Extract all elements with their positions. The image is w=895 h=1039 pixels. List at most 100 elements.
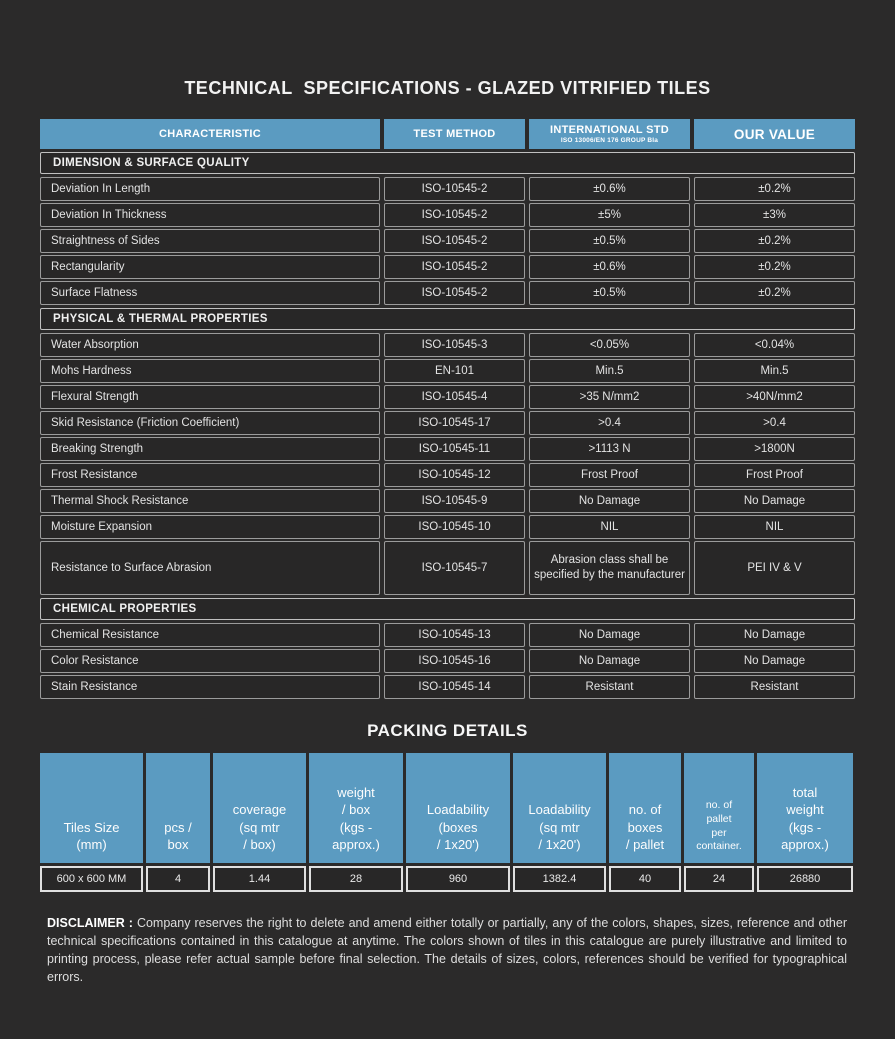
table-row: Chemical Resistance ISO-10545-13 No Damage… [40,623,855,647]
packing-cell: 28 [309,866,403,892]
spec-cell-our-value: PEI IV & V [694,541,855,595]
spec-cell-international-std: <0.05% [529,333,690,357]
table-row: Straightness of Sides ISO-10545-2 ±0.5% ±0.… [40,229,855,253]
spec-cell-international-std: No Damage [529,623,690,647]
table-row: Frost Resistance ISO-10545-12 Frost Proof F… [40,463,855,487]
table-row: Flexural Strength ISO-10545-4 >35 N/mm2 >40… [40,385,855,409]
spec-table: CHARACTERISTIC TEST METHOD INTERNATIONAL S… [40,119,855,699]
section-header: PHYSICAL & THERMAL PROPERTIES [40,308,855,330]
spec-cell-test-method: ISO-10545-4 [384,385,525,409]
spec-header-sublabel: ISO 13006/EN 176 GROUP BIa [560,137,659,144]
spec-cell-our-value: ±0.2% [694,229,855,253]
spec-cell-our-value: Resistant [694,675,855,699]
spec-cell-characteristic: Stain Resistance [40,675,380,699]
spec-cell-our-value: No Damage [694,649,855,673]
spec-cell-international-std: >1113 N [529,437,690,461]
spec-cell-test-method: EN-101 [384,359,525,383]
spec-cell-test-method: ISO-10545-2 [384,255,525,279]
packing-cell: 1.44 [213,866,306,892]
packing-title: PACKING DETAILS [367,721,528,740]
spec-cell-test-method: ISO-10545-9 [384,489,525,513]
spec-cell-test-method: ISO-10545-2 [384,281,525,305]
spec-cell-international-std: Abrasion class shall be specified by the… [529,541,690,595]
spec-cell-test-method: ISO-10545-2 [384,177,525,201]
spec-cell-characteristic: Mohs Hardness [40,359,380,383]
section-header: DIMENSION & SURFACE QUALITY [40,152,855,174]
spec-cell-international-std: ±5% [529,203,690,227]
spec-cell-international-std: ±0.5% [529,281,690,305]
packing-header-cell: coverage (sq mtr / box) [213,753,306,863]
spec-cell-international-std: Resistant [529,675,690,699]
table-row: Resistance to Surface Abrasion ISO-10545-… [40,541,855,595]
spec-cell-our-value: >40N/mm2 [694,385,855,409]
spec-header-cell: INTERNATIONAL STD ISO 13006/EN 176 GROUP … [529,119,690,149]
spec-cell-characteristic: Frost Resistance [40,463,380,487]
packing-header-cell: Tiles Size (mm) [40,753,143,863]
spec-cell-test-method: ISO-10545-11 [384,437,525,461]
spec-header-label: INTERNATIONAL STD [550,124,669,136]
packing-cell: 26880 [757,866,853,892]
spec-header-label: OUR VALUE [733,126,816,142]
spec-cell-characteristic: Flexural Strength [40,385,380,409]
spec-cell-test-method: ISO-10545-10 [384,515,525,539]
spec-header-cell: CHARACTERISTIC [40,119,380,149]
table-row: Deviation In Length ISO-10545-2 ±0.6% ±0.2% [40,177,855,201]
spec-header-label: CHARACTERISTIC [159,128,261,140]
spec-cell-test-method: ISO-10545-3 [384,333,525,357]
spec-cell-international-std: ±0.6% [529,177,690,201]
packing-table: Tiles Size (mm) pcs / box coverage (sq mtr… [40,753,855,892]
spec-cell-our-value: >1800N [694,437,855,461]
table-row: Thermal Shock Resistance ISO-10545-9 No Da… [40,489,855,513]
packing-header-cell: pcs / box [146,753,210,863]
spec-table-header-row: CHARACTERISTIC TEST METHOD INTERNATIONAL S… [40,119,855,149]
table-row: Moisture Expansion ISO-10545-10 NIL NIL [40,515,855,539]
spec-cell-our-value: <0.04% [694,333,855,357]
spec-cell-international-std: >35 N/mm2 [529,385,690,409]
packing-header-cell: no. of pallet per container. [684,753,754,863]
packing-header-cell: Loadability (sq mtr / 1x20') [513,753,606,863]
packing-cell: 1382.4 [513,866,606,892]
spec-cell-characteristic: Resistance to Surface Abrasion [40,541,380,595]
spec-cell-international-std: NIL [529,515,690,539]
packing-header-cell: no. of boxes / pallet [609,753,681,863]
spec-cell-test-method: ISO-10545-2 [384,229,525,253]
disclaimer-text: Company reserves the right to delete and… [47,916,847,984]
spec-header-cell: TEST METHOD [384,119,525,149]
table-row: Mohs Hardness EN-101 Min.5 Min.5 [40,359,855,383]
page-title: TECHNICAL SPECIFICATIONS - GLAZED VITRIF… [184,78,711,98]
disclaimer-label: DISCLAIMER : [47,916,133,930]
spec-cell-international-std: No Damage [529,649,690,673]
table-row: Color Resistance ISO-10545-16 No Damage No … [40,649,855,673]
spec-cell-test-method: ISO-10545-2 [384,203,525,227]
spec-cell-characteristic: Straightness of Sides [40,229,380,253]
spec-header-cell: OUR VALUE [694,119,855,149]
packing-cell: 960 [406,866,510,892]
spec-cell-international-std: >0.4 [529,411,690,435]
packing-table-row: 600 x 600 MM 4 1.44 28 960 1382.4 40 24 26880 [40,866,855,892]
spec-cell-our-value: No Damage [694,489,855,513]
spec-cell-characteristic: Moisture Expansion [40,515,380,539]
table-row: Stain Resistance ISO-10545-14 Resistant Res… [40,675,855,699]
spec-cell-our-value: ±0.2% [694,281,855,305]
spec-cell-our-value: Frost Proof [694,463,855,487]
packing-table-body: 600 x 600 MM 4 1.44 28 960 1382.4 40 24 26880 [40,866,855,892]
spec-cell-our-value: ±3% [694,203,855,227]
spec-cell-test-method: ISO-10545-13 [384,623,525,647]
spec-cell-our-value: Min.5 [694,359,855,383]
spec-cell-international-std: Frost Proof [529,463,690,487]
spec-cell-characteristic: Thermal Shock Resistance [40,489,380,513]
spec-cell-our-value: NIL [694,515,855,539]
section-header: CHEMICAL PROPERTIES [40,598,855,620]
disclaimer: DISCLAIMER : Company reserves the right … [47,914,847,986]
spec-cell-our-value: >0.4 [694,411,855,435]
spec-cell-international-std: ±0.6% [529,255,690,279]
packing-table-header-row: Tiles Size (mm) pcs / box coverage (sq mtr… [40,753,855,863]
packing-header-cell: Loadability (boxes / 1x20') [406,753,510,863]
spec-cell-test-method: ISO-10545-16 [384,649,525,673]
spec-cell-characteristic: Color Resistance [40,649,380,673]
spec-cell-characteristic: Deviation In Thickness [40,203,380,227]
packing-cell: 40 [609,866,681,892]
table-row: Deviation In Thickness ISO-10545-2 ±5% ±3% [40,203,855,227]
packing-cell: 24 [684,866,754,892]
